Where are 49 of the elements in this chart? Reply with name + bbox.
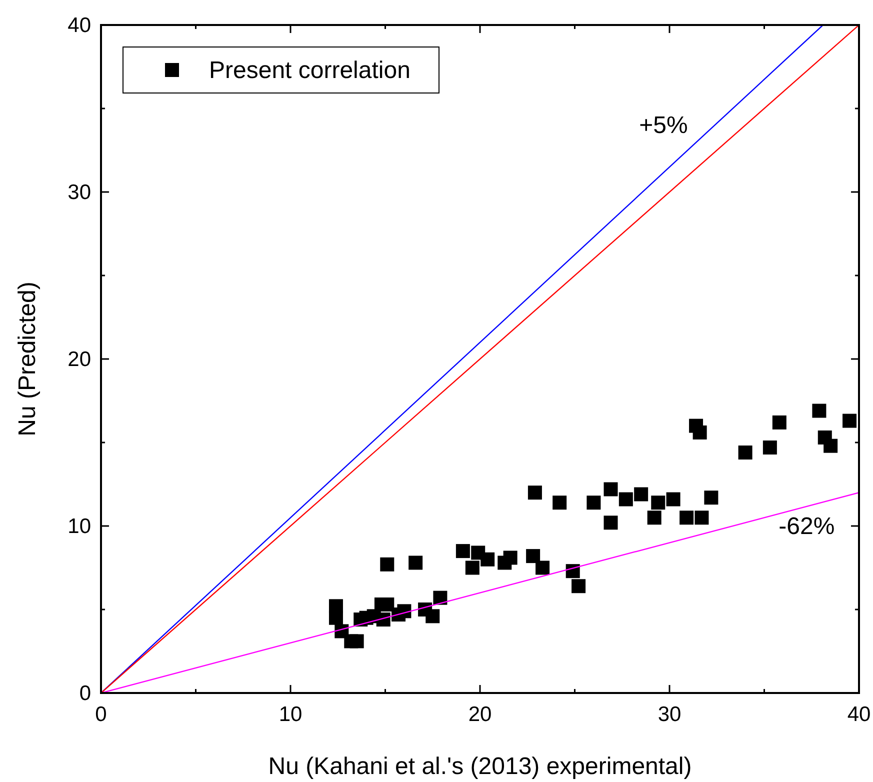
x-tick-label: 20 <box>468 703 492 726</box>
point <box>380 557 394 572</box>
point <box>552 496 567 510</box>
x-tick-label: 0 <box>95 703 107 726</box>
point <box>666 492 680 506</box>
point <box>536 560 550 575</box>
x-tick-label: 30 <box>658 703 682 726</box>
point <box>651 496 666 510</box>
point <box>812 404 826 418</box>
point <box>704 490 718 505</box>
point <box>572 579 586 594</box>
point <box>480 552 495 566</box>
point <box>456 544 470 558</box>
y-axis-title: Nu (Predicted) <box>14 282 41 436</box>
point <box>604 516 618 530</box>
point <box>692 425 707 440</box>
y-tick-label: 10 <box>68 515 91 538</box>
point <box>528 486 542 500</box>
point <box>397 604 412 618</box>
point <box>738 446 752 460</box>
point <box>772 415 786 430</box>
x-axis-title: Nu (Kahani et al.'s (2013) experimental) <box>268 753 692 780</box>
point <box>842 414 857 428</box>
point <box>762 440 777 455</box>
point <box>526 549 540 564</box>
point <box>680 510 694 525</box>
point <box>586 496 601 510</box>
y-tick-label: 0 <box>79 682 91 705</box>
y-tick-label: 30 <box>68 181 91 204</box>
point <box>465 560 480 575</box>
point <box>694 510 709 525</box>
x-tick-label: 10 <box>278 703 302 726</box>
point <box>426 609 440 624</box>
point <box>433 590 448 605</box>
point <box>566 564 580 578</box>
legend-label: Present correlation <box>209 57 410 84</box>
point <box>824 438 838 453</box>
y-tick-label: 40 <box>68 14 91 37</box>
annotation: +5% <box>639 112 688 140</box>
point <box>634 487 648 502</box>
x-tick-label: 40 <box>847 703 871 726</box>
y-tick-label: 20 <box>68 348 91 371</box>
point <box>604 482 618 496</box>
point <box>647 510 662 525</box>
point <box>408 556 423 570</box>
point <box>618 492 633 506</box>
annotation: -62% <box>778 513 835 540</box>
point <box>376 612 390 627</box>
point <box>350 634 364 648</box>
